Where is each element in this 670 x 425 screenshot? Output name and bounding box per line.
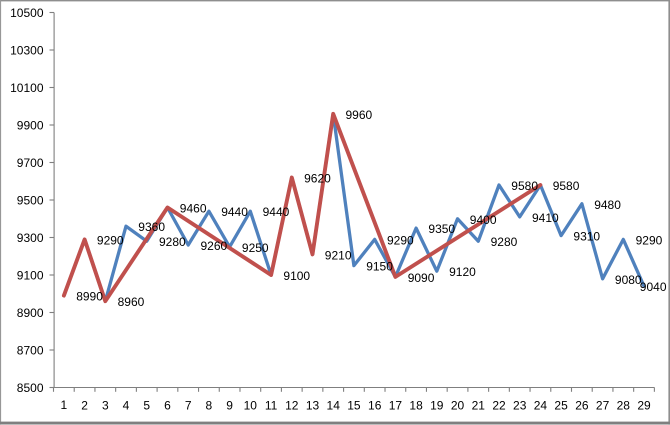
svg-text:9580: 9580 xyxy=(553,179,580,193)
svg-text:6: 6 xyxy=(164,399,171,413)
svg-text:22: 22 xyxy=(492,399,506,413)
svg-text:19: 19 xyxy=(430,399,444,413)
svg-text:8500: 8500 xyxy=(17,381,44,395)
svg-text:8700: 8700 xyxy=(17,343,44,357)
svg-text:8900: 8900 xyxy=(17,306,44,320)
svg-text:9290: 9290 xyxy=(387,233,414,247)
svg-text:9120: 9120 xyxy=(449,265,476,279)
svg-text:9040: 9040 xyxy=(640,280,667,294)
svg-text:9360: 9360 xyxy=(138,220,165,234)
svg-text:3: 3 xyxy=(102,399,109,413)
svg-text:9580: 9580 xyxy=(511,179,538,193)
svg-text:23: 23 xyxy=(513,399,527,413)
svg-text:8990: 8990 xyxy=(76,290,103,304)
svg-text:10500: 10500 xyxy=(10,6,44,20)
svg-text:9100: 9100 xyxy=(17,268,44,282)
svg-text:8: 8 xyxy=(206,399,213,413)
svg-text:10300: 10300 xyxy=(10,43,44,57)
svg-text:26: 26 xyxy=(575,399,589,413)
svg-text:9440: 9440 xyxy=(221,205,248,219)
svg-text:8960: 8960 xyxy=(118,295,145,309)
svg-text:9150: 9150 xyxy=(366,260,393,274)
svg-text:9400: 9400 xyxy=(470,213,497,227)
svg-text:27: 27 xyxy=(596,399,610,413)
svg-text:18: 18 xyxy=(409,399,423,413)
svg-text:4: 4 xyxy=(123,399,130,413)
svg-text:9440: 9440 xyxy=(263,205,290,219)
svg-text:13: 13 xyxy=(306,399,320,413)
svg-text:9210: 9210 xyxy=(325,248,352,262)
svg-text:9080: 9080 xyxy=(615,273,642,287)
svg-text:16: 16 xyxy=(368,399,382,413)
svg-text:1: 1 xyxy=(61,398,68,412)
svg-text:11: 11 xyxy=(265,399,278,413)
svg-text:9960: 9960 xyxy=(346,108,373,122)
svg-text:2: 2 xyxy=(81,399,88,413)
svg-text:29: 29 xyxy=(637,399,651,413)
svg-text:5: 5 xyxy=(143,399,150,413)
svg-text:10100: 10100 xyxy=(10,81,44,95)
svg-text:15: 15 xyxy=(347,399,361,413)
svg-text:9460: 9460 xyxy=(180,202,207,216)
svg-text:9500: 9500 xyxy=(17,193,44,207)
svg-text:9250: 9250 xyxy=(242,241,269,255)
svg-text:9260: 9260 xyxy=(201,239,228,253)
svg-text:9290: 9290 xyxy=(636,233,663,247)
svg-text:9620: 9620 xyxy=(304,172,331,186)
svg-text:7: 7 xyxy=(185,399,192,413)
svg-text:28: 28 xyxy=(617,399,631,413)
svg-text:9310: 9310 xyxy=(573,230,600,244)
svg-text:9280: 9280 xyxy=(491,235,518,249)
svg-text:9: 9 xyxy=(226,399,233,413)
svg-text:14: 14 xyxy=(327,399,341,413)
svg-text:9090: 9090 xyxy=(408,271,435,285)
svg-text:9100: 9100 xyxy=(283,269,310,283)
svg-text:9410: 9410 xyxy=(532,211,559,225)
svg-text:9350: 9350 xyxy=(428,222,455,236)
svg-text:9280: 9280 xyxy=(159,235,186,249)
svg-text:10: 10 xyxy=(244,399,258,413)
svg-text:9290: 9290 xyxy=(97,233,124,247)
svg-text:9900: 9900 xyxy=(17,118,44,132)
svg-text:25: 25 xyxy=(554,399,568,413)
svg-text:21: 21 xyxy=(472,399,486,413)
svg-text:9480: 9480 xyxy=(594,198,621,212)
svg-text:12: 12 xyxy=(285,399,299,413)
svg-text:17: 17 xyxy=(389,399,403,413)
svg-text:9700: 9700 xyxy=(17,156,44,170)
svg-text:20: 20 xyxy=(451,399,465,413)
svg-text:9300: 9300 xyxy=(17,231,44,245)
svg-text:24: 24 xyxy=(534,399,548,413)
